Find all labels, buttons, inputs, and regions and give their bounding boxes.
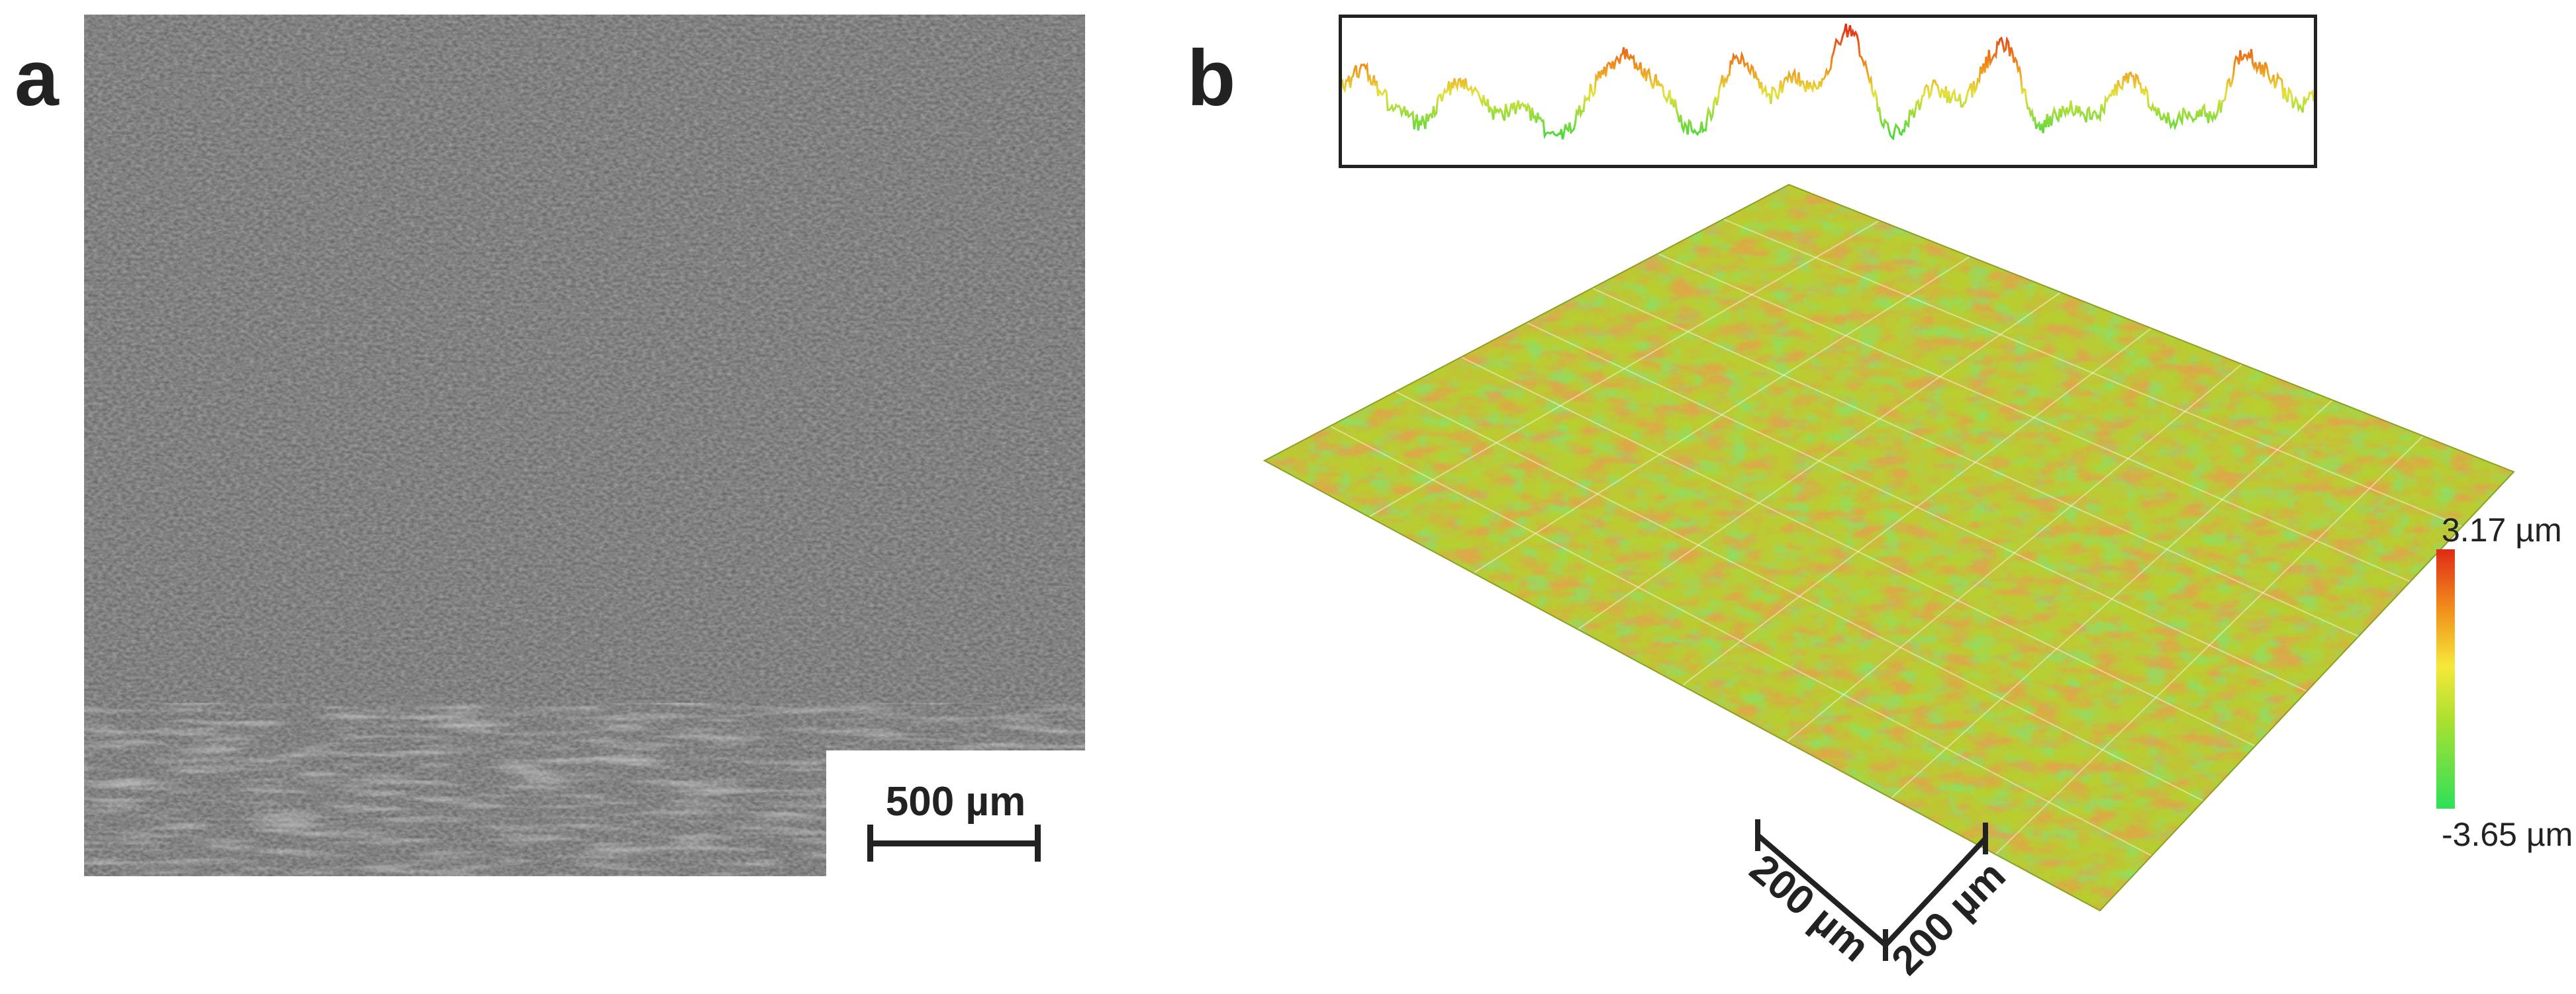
colorbar-max-label: 3.17 µm: [2442, 512, 2562, 549]
grid-line: [1890, 399, 2333, 799]
grid-line: [1786, 363, 2243, 743]
height-colorbar: [2436, 549, 2455, 809]
axis-x-label: 200 µm: [1741, 846, 1878, 971]
grid-line: [1723, 218, 2463, 527]
grid-line: [1526, 322, 2307, 692]
surface-map: [1264, 185, 2514, 911]
axis-y-line: [1884, 836, 1987, 947]
grid-line: [1460, 356, 2256, 747]
grid-line: [1577, 291, 2062, 630]
grid-line: [1995, 435, 2424, 855]
grid-line: [1472, 255, 1971, 574]
grid-line: [1368, 220, 1880, 518]
profile-line: [1341, 23, 2315, 141]
grid-line: [1657, 253, 2411, 582]
axis-x-line: [1756, 833, 1887, 948]
colorbar-min-label: -3.65 µm: [2442, 816, 2573, 853]
scale-bar-tick-right: [1035, 825, 1041, 862]
surface-grid: [1329, 218, 2463, 857]
grid-line: [1592, 287, 2360, 637]
surface-topography-3d: 200 µm 200 µm: [1263, 183, 2515, 984]
axis-gauge: [1755, 819, 1988, 961]
sem-micrograph: [84, 15, 1085, 876]
grid-line: [1329, 425, 2152, 857]
profile-trace: [1341, 23, 2315, 141]
surface-outline: [1263, 183, 2515, 912]
scale-bar-line: [867, 840, 1041, 846]
grid-line: [1395, 390, 2204, 802]
scale-bar-label: 500 µm: [885, 779, 1026, 825]
scale-bar-tick-left: [867, 825, 873, 862]
axis-y-label: 200 µm: [1883, 852, 2014, 983]
panel-a-label: a: [15, 34, 59, 122]
panel-b-label: b: [1187, 34, 1236, 122]
scale-bar: 500 µm: [826, 750, 1085, 876]
height-profile: [1339, 15, 2317, 168]
grid-line: [1682, 328, 2152, 686]
